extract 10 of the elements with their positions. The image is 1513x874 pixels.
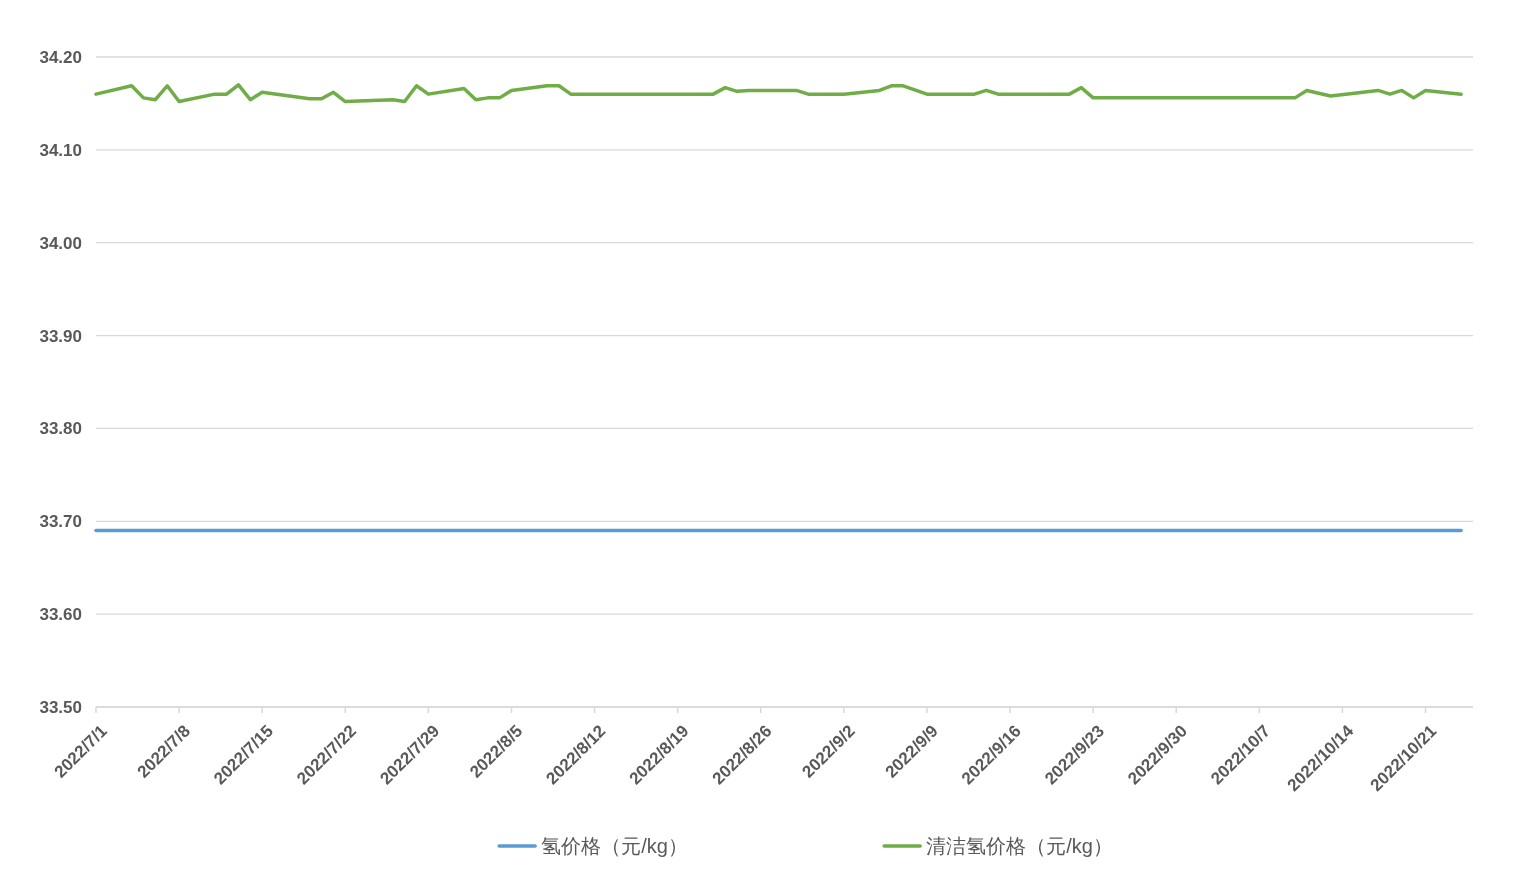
y-tick-label: 33.70 bbox=[39, 512, 82, 532]
y-tick-label: 33.80 bbox=[39, 419, 82, 439]
y-tick-label: 33.50 bbox=[39, 698, 82, 717]
y-tick-label: 34.20 bbox=[39, 48, 82, 67]
y-tick-label: 33.90 bbox=[39, 326, 82, 346]
y-tick-label: 34.00 bbox=[39, 233, 82, 253]
y-tick-label: 33.60 bbox=[39, 605, 82, 625]
legend-label: 氢价格（元/kg） bbox=[541, 835, 688, 857]
legend-label: 清洁氢价格（元/kg） bbox=[926, 835, 1113, 857]
y-tick-label: 34.10 bbox=[39, 140, 82, 160]
